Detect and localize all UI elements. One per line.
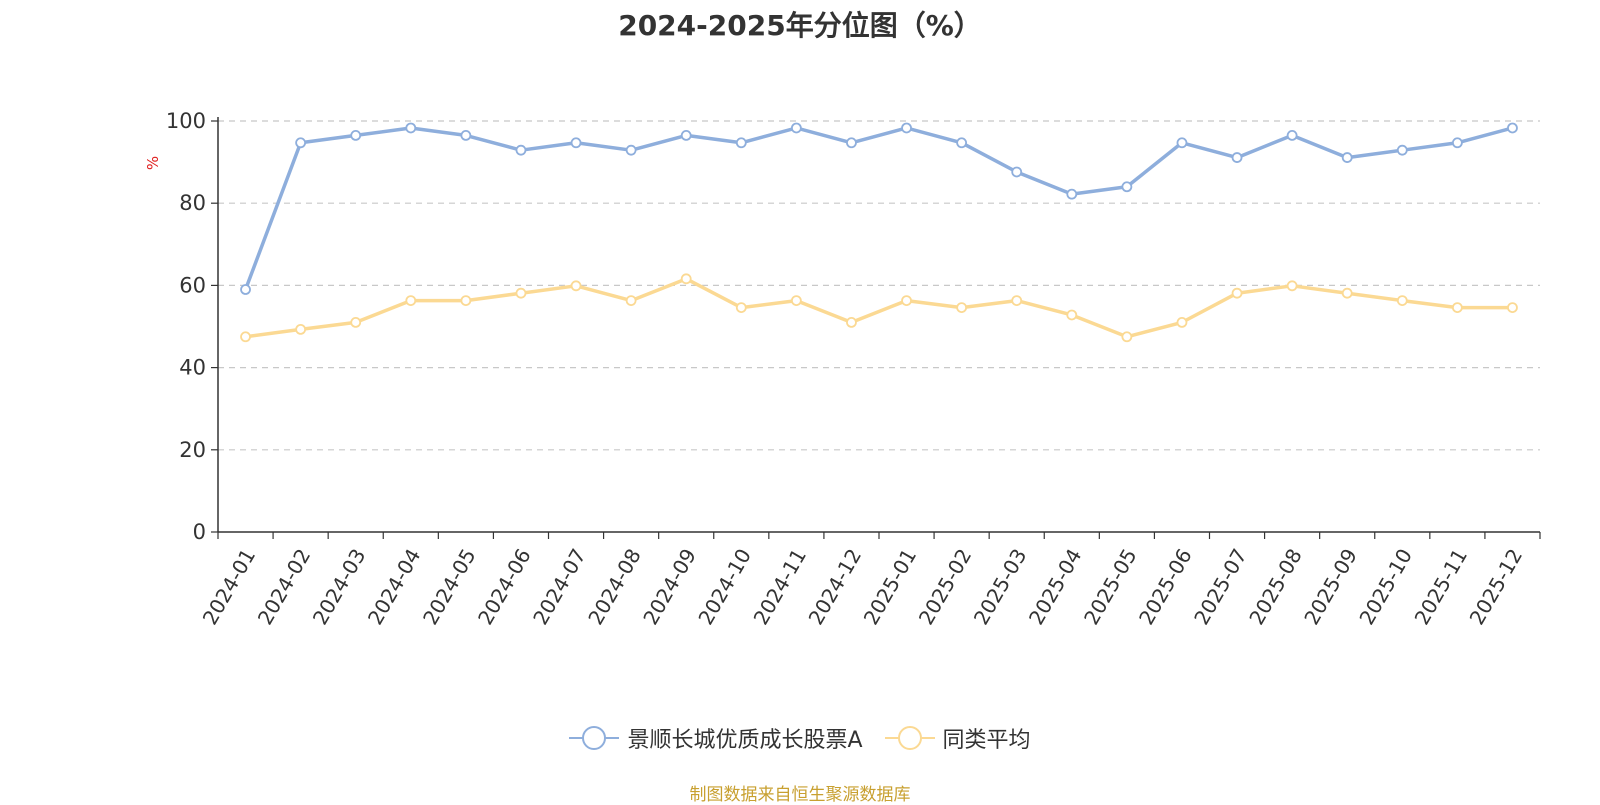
x-tick-label: 2024-11 xyxy=(749,545,812,629)
series-2-line xyxy=(243,277,1515,339)
series-2-point xyxy=(570,280,582,292)
x-tick-label: 2025-06 xyxy=(1134,545,1197,629)
series-1-point xyxy=(295,137,307,149)
series-2-point xyxy=(790,295,802,307)
x-tick-label: 2024-03 xyxy=(308,545,371,629)
y-tick-label: 60 xyxy=(179,273,206,297)
series-1-point xyxy=(1066,188,1078,200)
y-tick-label: 40 xyxy=(179,356,206,380)
x-tick-label: 2024-04 xyxy=(363,545,426,629)
series-lines xyxy=(240,122,1518,343)
x-tick-label: 2024-07 xyxy=(528,545,591,629)
series-1-point xyxy=(240,284,251,295)
legend-label-series-1: 景顺长城优质成长股票A xyxy=(627,728,863,753)
grid-lines xyxy=(218,120,1540,451)
series-2-point xyxy=(846,316,857,328)
series-1-point xyxy=(460,129,472,141)
x-tick-label: 2024-12 xyxy=(804,545,867,629)
series-2-point xyxy=(1176,316,1188,328)
series-1-point xyxy=(1396,144,1408,156)
x-tick-label: 2025-03 xyxy=(969,544,1032,628)
series-1-point xyxy=(1451,137,1463,149)
series-2-point xyxy=(1396,295,1408,307)
series-2-point xyxy=(735,302,747,313)
series-1-point xyxy=(1231,152,1243,163)
series-2-point xyxy=(1451,302,1463,313)
x-tick-label: 2025-05 xyxy=(1079,545,1142,629)
x-tick-label: 2024-05 xyxy=(418,545,481,629)
x-tick-label: 2024-10 xyxy=(693,545,756,629)
series-1-point xyxy=(1286,129,1298,141)
legend: 景顺长城优质成长股票A 同类平均 xyxy=(0,722,1600,754)
series-2-point xyxy=(295,323,307,335)
y-tick-label: 20 xyxy=(179,438,206,462)
y-tick-label: 100 xyxy=(166,109,206,133)
series-1-point xyxy=(570,137,582,149)
x-tick-label: 2025-07 xyxy=(1189,545,1252,629)
series-2-point xyxy=(350,316,362,328)
x-tick-label: 2025-11 xyxy=(1410,545,1473,629)
series-2-point xyxy=(1231,287,1243,299)
series-1-point xyxy=(515,144,527,156)
y-tick-label: 0 xyxy=(193,520,206,544)
series-1-point xyxy=(1341,152,1353,163)
y-axis-unit-label: % xyxy=(144,156,162,170)
x-tick-label: 2025-02 xyxy=(914,545,977,629)
x-tick-label: 2025-12 xyxy=(1465,545,1528,629)
axes: 0 20 40 60 80 100 2024-012024-022024-032024-04… xyxy=(166,109,1541,629)
series-2-point xyxy=(625,295,637,307)
series-1-point xyxy=(901,122,912,134)
series-2-point xyxy=(680,273,692,285)
series-1-point xyxy=(1176,137,1188,149)
series-1-point xyxy=(1121,181,1133,193)
series-1-point xyxy=(680,129,692,141)
series-1-point xyxy=(625,144,637,156)
chart-title: 2024-2025年分位图（%） xyxy=(618,9,982,42)
legend-swatch-series-2 xyxy=(884,726,935,750)
series-1-point xyxy=(846,137,857,149)
x-tick-label: 2024-08 xyxy=(583,545,646,629)
legend-item-series-1[interactable]: 景顺长城优质成长股票A xyxy=(569,722,863,754)
legend-label-series-2: 同类平均 xyxy=(942,728,1031,753)
series-1-point xyxy=(735,137,747,149)
series-1-point xyxy=(405,122,417,134)
series-2-point xyxy=(1121,331,1133,343)
series-1-line xyxy=(243,126,1515,292)
series-1-point xyxy=(790,122,802,134)
series-1-point xyxy=(1011,166,1023,178)
x-tick-label: 2025-01 xyxy=(859,545,922,629)
x-tick-label: 2024-02 xyxy=(253,545,316,629)
series-2-point xyxy=(901,295,912,307)
x-tick-label: 2024-09 xyxy=(638,545,701,629)
series-2-point xyxy=(460,295,472,307)
x-tick-label: 2025-10 xyxy=(1354,545,1417,629)
series-2-point xyxy=(956,302,968,313)
series-2-point xyxy=(515,287,527,299)
data-source-note: 制图数据来自恒生聚源数据库 xyxy=(689,785,911,805)
legend-item-series-2[interactable]: 同类平均 xyxy=(884,722,1031,754)
series-1-point xyxy=(1507,122,1518,134)
series-2-point xyxy=(1066,309,1078,321)
series-2-point xyxy=(1507,302,1518,313)
series-2-point xyxy=(1011,295,1023,307)
series-2-point xyxy=(405,295,417,307)
series-1-point xyxy=(350,129,362,141)
x-tick-label: 2025-04 xyxy=(1024,545,1087,629)
legend-swatch-series-1 xyxy=(569,726,620,750)
y-tick-label: 80 xyxy=(179,191,206,215)
series-2-point xyxy=(240,331,251,343)
series-1-point xyxy=(956,137,968,149)
x-tick-label: 2024-06 xyxy=(473,545,536,629)
x-tick-label: 2025-09 xyxy=(1299,545,1362,629)
series-2-point xyxy=(1341,287,1353,299)
x-tick-label: 2025-08 xyxy=(1244,545,1307,629)
x-tick-label: 2024-01 xyxy=(198,545,261,629)
series-2-point xyxy=(1286,280,1298,292)
